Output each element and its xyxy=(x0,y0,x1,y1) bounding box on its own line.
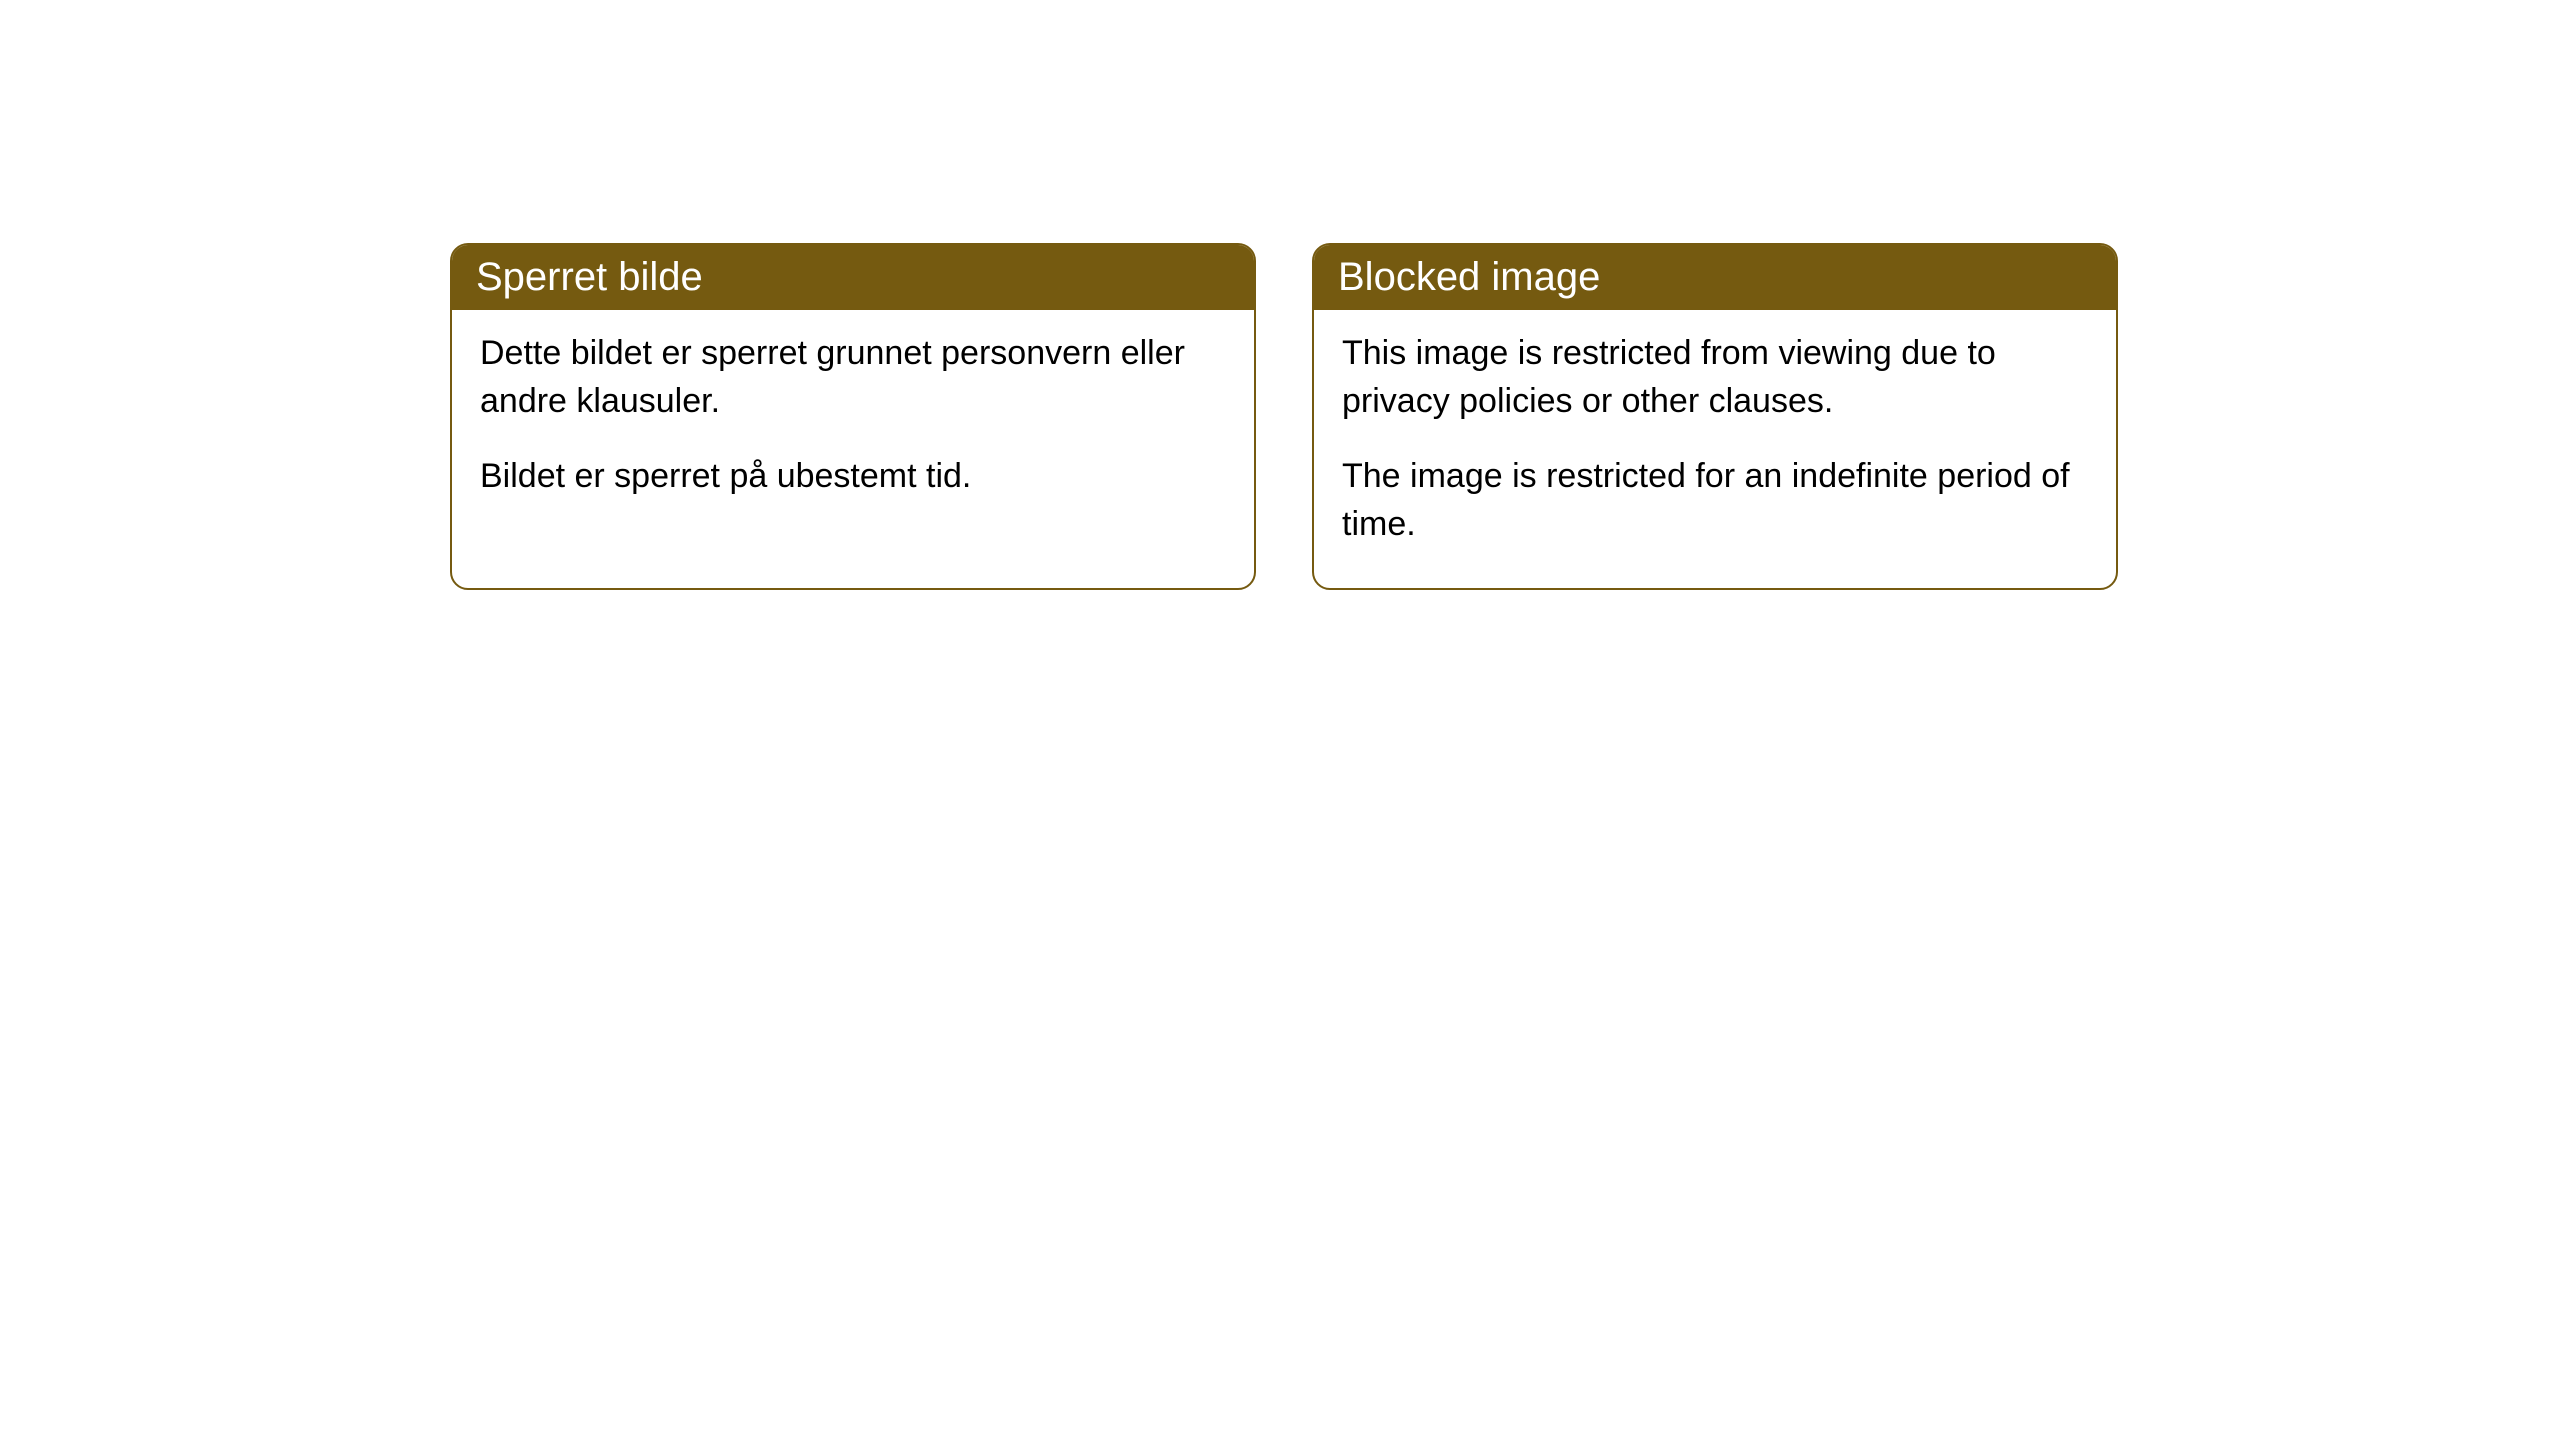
card-title: Sperret bilde xyxy=(476,255,703,299)
card-paragraph: The image is restricted for an indefinit… xyxy=(1342,453,2088,548)
card-paragraph: Dette bildet er sperret grunnet personve… xyxy=(480,330,1226,425)
notice-card-english: Blocked image This image is restricted f… xyxy=(1312,243,2118,590)
card-body: This image is restricted from viewing du… xyxy=(1314,310,2116,588)
card-paragraph: This image is restricted from viewing du… xyxy=(1342,330,2088,425)
card-title: Blocked image xyxy=(1338,255,1600,299)
card-paragraph: Bildet er sperret på ubestemt tid. xyxy=(480,453,1226,501)
card-body: Dette bildet er sperret grunnet personve… xyxy=(452,310,1254,541)
card-header: Sperret bilde xyxy=(452,245,1254,310)
notice-cards-container: Sperret bilde Dette bildet er sperret gr… xyxy=(450,243,2118,590)
notice-card-norwegian: Sperret bilde Dette bildet er sperret gr… xyxy=(450,243,1256,590)
card-header: Blocked image xyxy=(1314,245,2116,310)
